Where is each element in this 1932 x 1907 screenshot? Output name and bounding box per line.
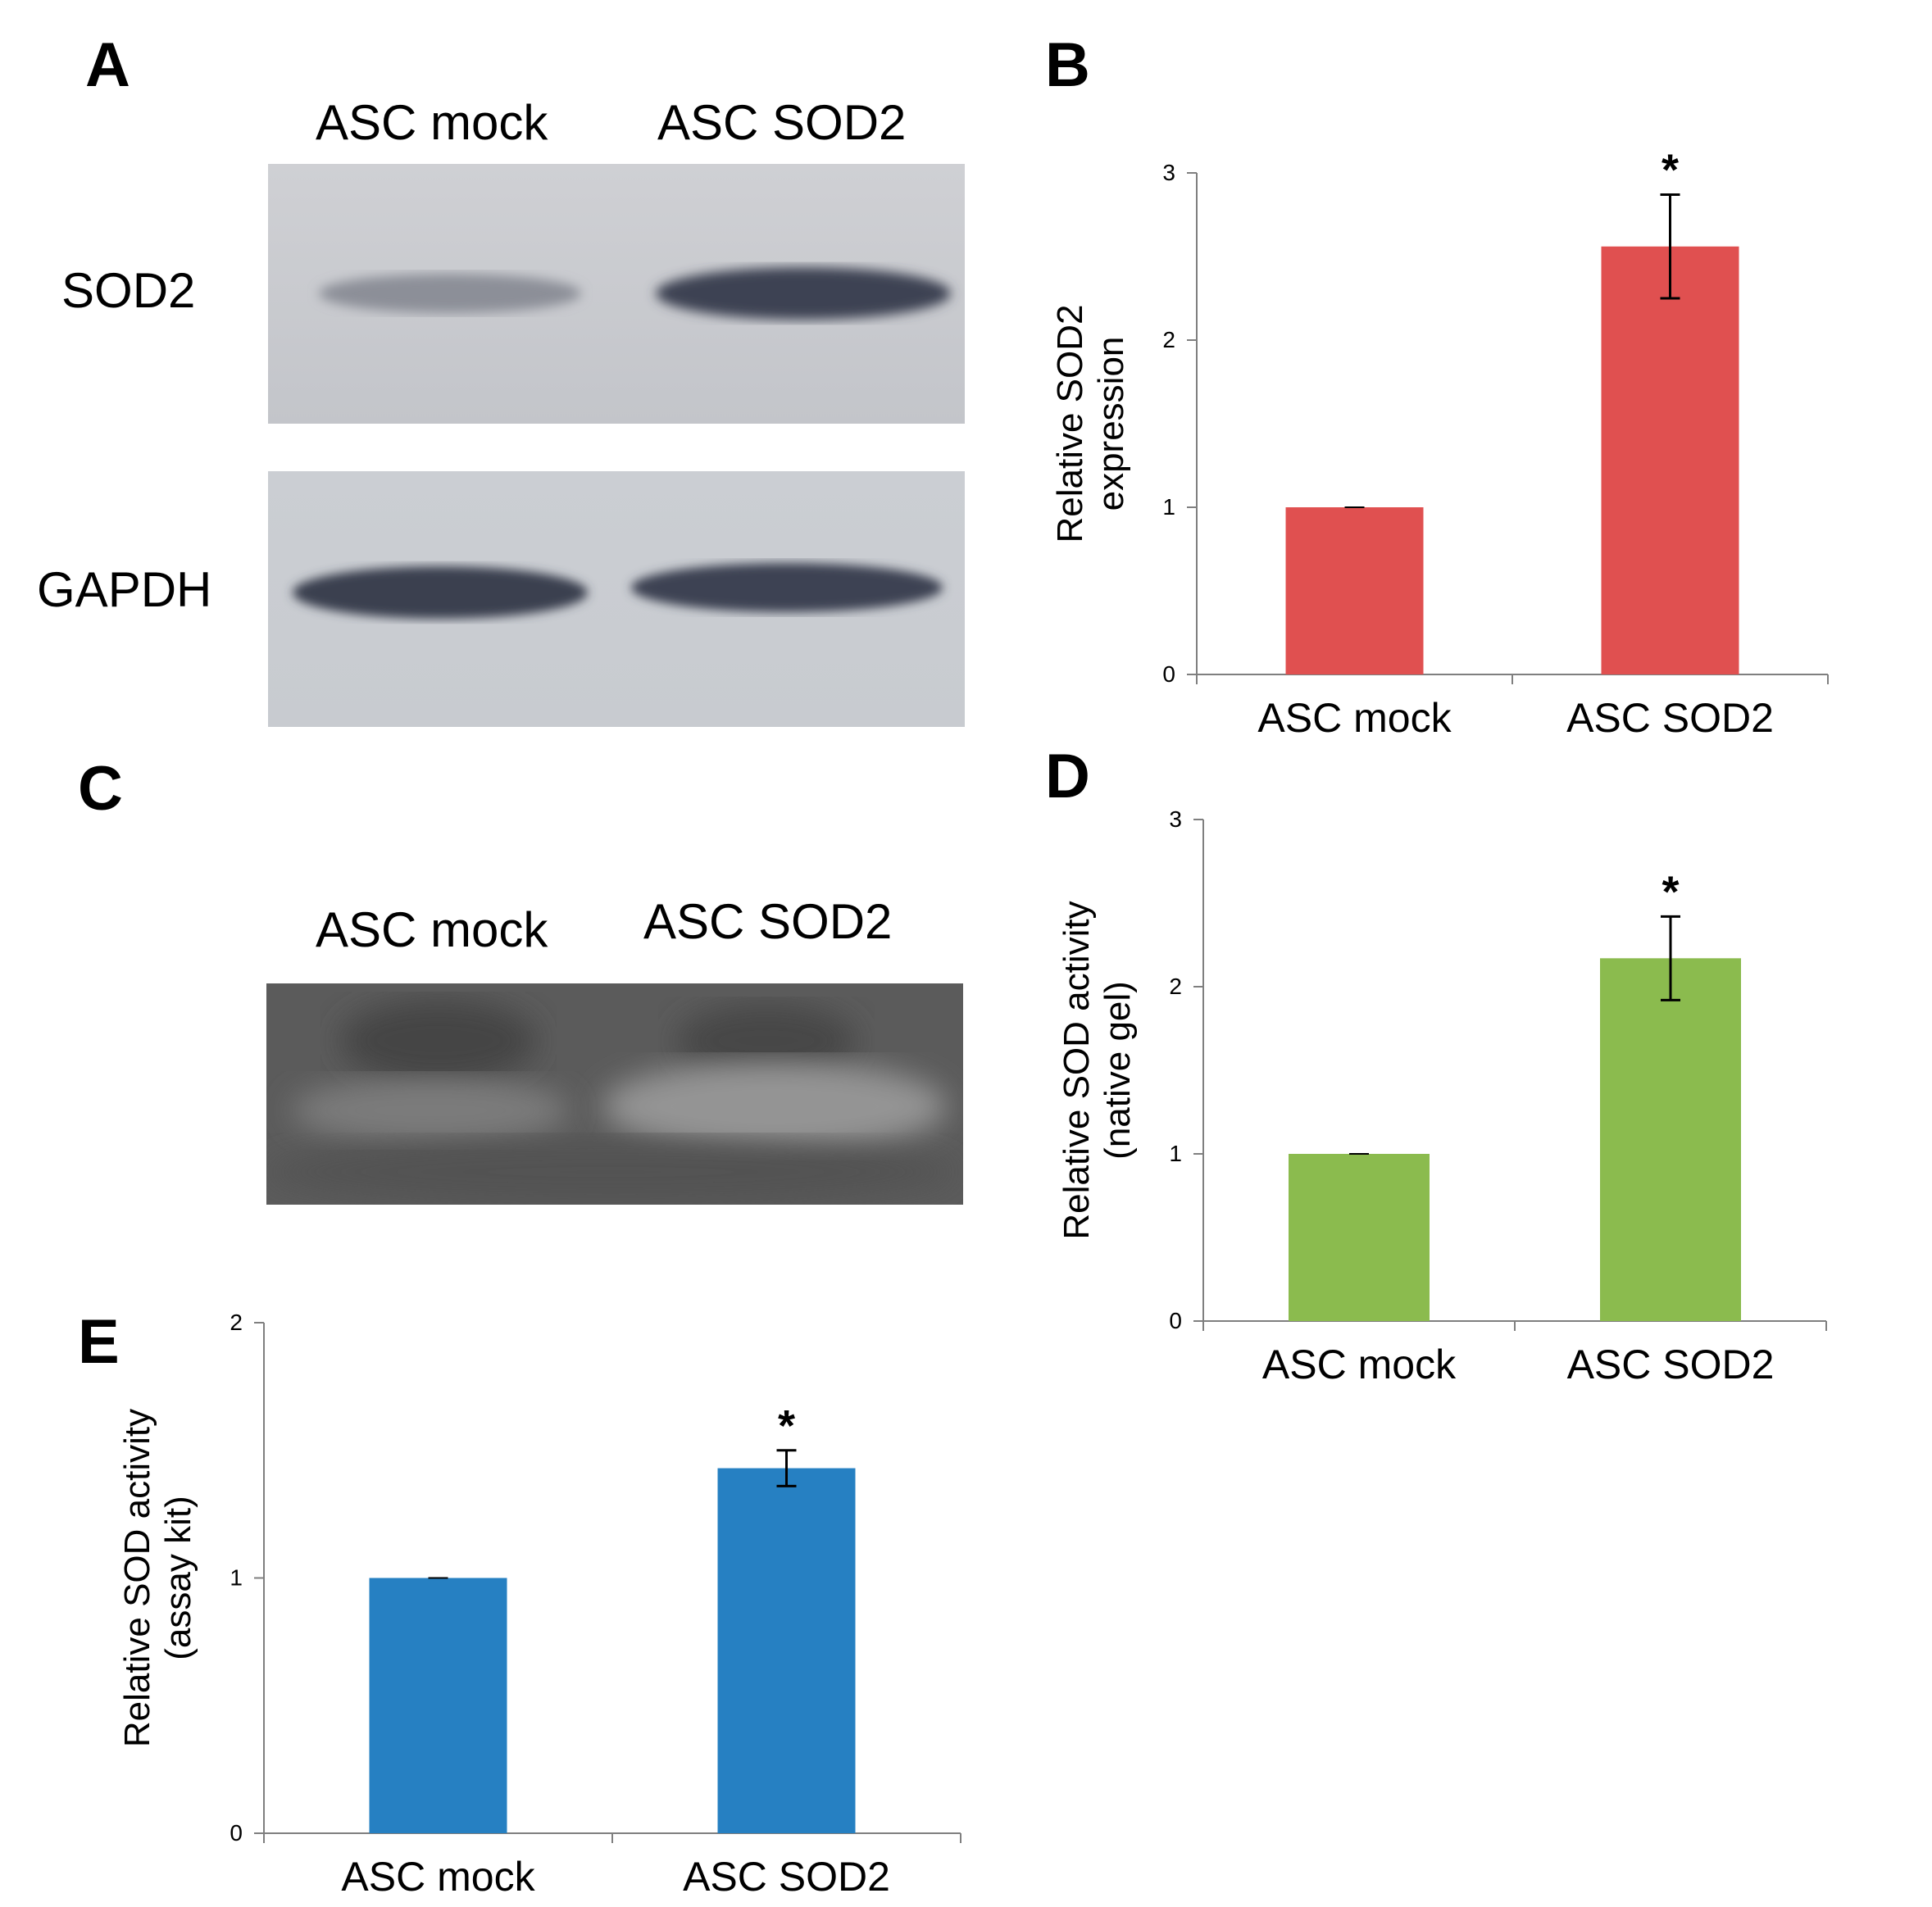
y-tick-label: 1 bbox=[230, 1565, 243, 1591]
bar-asc-sod2 bbox=[717, 1468, 856, 1833]
bar-asc-mock bbox=[369, 1578, 507, 1833]
y-tick-label: 3 bbox=[1162, 160, 1175, 185]
row-label-sod2: SOD2 bbox=[61, 263, 196, 318]
y-axis-label-line: (assay kit) bbox=[158, 1496, 198, 1660]
x-category-label: ASC mock bbox=[1257, 695, 1452, 741]
y-axis-label: Relative SOD activity(native gel) bbox=[1057, 901, 1138, 1239]
lane-label-mock: ASC mock bbox=[316, 95, 548, 150]
panel-letter-e: E bbox=[78, 1307, 120, 1377]
panel-letter-d: D bbox=[1045, 742, 1090, 811]
chart-b-relative-sod2-expression: 0 1 2 3 Relative SOD2expression ASC mock * ASC … bbox=[1050, 146, 1829, 741]
bar-asc-sod2 bbox=[1600, 958, 1741, 1321]
y-tick-label: 0 bbox=[1162, 661, 1175, 687]
native-gel-image bbox=[266, 983, 963, 1205]
y-tick-label: 1 bbox=[1162, 494, 1175, 520]
panel-letter-c: C bbox=[78, 754, 123, 824]
bar-asc-sod2 bbox=[1601, 246, 1739, 674]
y-axis-label-line: (native gel) bbox=[1098, 981, 1138, 1160]
y-tick-label: 2 bbox=[1162, 327, 1175, 352]
x-category-label: ASC SOD2 bbox=[1567, 1342, 1775, 1387]
row-label-gapdh: GAPDH bbox=[37, 562, 212, 617]
y-tick-label: 1 bbox=[1169, 1141, 1182, 1166]
significance-marker: * bbox=[1662, 146, 1679, 195]
bar-asc-mock bbox=[1285, 507, 1424, 674]
x-category-label: ASC SOD2 bbox=[683, 1854, 890, 1900]
panel-letter-b: B bbox=[1045, 30, 1090, 100]
y-axis-label-line: Relative SOD activity bbox=[117, 1409, 157, 1747]
gel-lane-label-sod2: ASC SOD2 bbox=[643, 894, 893, 949]
y-tick-label: 2 bbox=[1169, 974, 1182, 999]
y-axis-label: Relative SOD activity(assay kit) bbox=[117, 1409, 198, 1747]
y-tick-label: 3 bbox=[1169, 806, 1182, 832]
x-category-label: ASC SOD2 bbox=[1566, 695, 1774, 741]
chart-d-relative-sod-activity-native-gel: 0 1 2 3 Relative SOD activity(native gel) ASC… bbox=[1057, 806, 1827, 1387]
y-axis-label: Relative SOD2expression bbox=[1050, 304, 1131, 543]
blot-sod2-image bbox=[268, 164, 965, 424]
x-category-label: ASC mock bbox=[341, 1854, 535, 1900]
significance-marker: * bbox=[778, 1401, 795, 1451]
chart-e-relative-sod-activity-assay-kit: 0 1 2 Relative SOD activity(assay kit) ASC m… bbox=[117, 1310, 961, 1900]
y-tick-label: 2 bbox=[230, 1310, 243, 1335]
y-axis-label-line: Relative SOD2 bbox=[1050, 304, 1090, 543]
bar-asc-mock bbox=[1289, 1154, 1430, 1321]
significance-marker: * bbox=[1662, 867, 1679, 916]
y-axis-label-line: expression bbox=[1091, 337, 1131, 511]
panel-letter-a: A bbox=[85, 30, 130, 100]
blot-gapdh-image bbox=[268, 471, 965, 727]
y-tick-label: 0 bbox=[230, 1820, 243, 1846]
lane-label-sod2: ASC SOD2 bbox=[657, 95, 907, 150]
x-category-label: ASC mock bbox=[1262, 1342, 1457, 1387]
y-axis-label-line: Relative SOD activity bbox=[1057, 901, 1097, 1239]
gel-lane-label-mock: ASC mock bbox=[316, 902, 548, 957]
y-tick-label: 0 bbox=[1169, 1308, 1182, 1333]
